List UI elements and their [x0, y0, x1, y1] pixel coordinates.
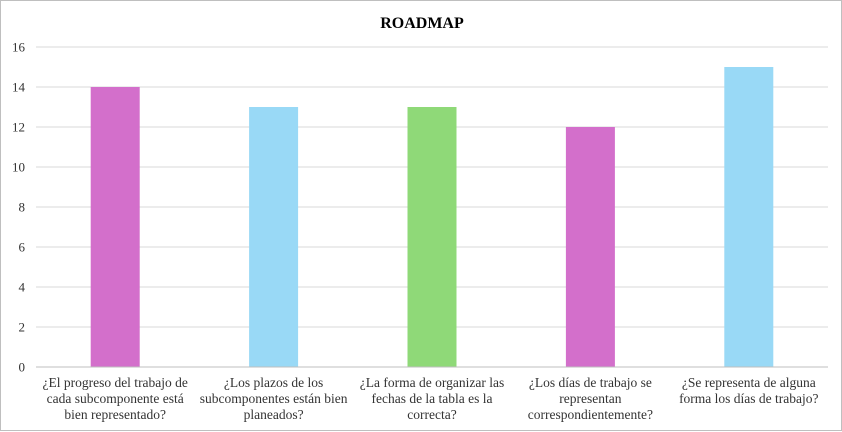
y-tick-label: 16 [12, 40, 26, 55]
bar [565, 127, 615, 367]
bar [249, 107, 299, 367]
y-tick-label: 8 [19, 200, 26, 215]
bars [90, 67, 774, 367]
y-tick-label: 0 [19, 360, 26, 375]
bar [90, 87, 140, 367]
x-category-label: ¿Los plazos de los subcomponentes están b… [200, 375, 348, 422]
bar [407, 107, 457, 367]
bar [724, 67, 774, 367]
y-tick-label: 4 [19, 280, 26, 295]
y-tick-label: 6 [19, 240, 26, 255]
chart-title: ROADMAP [380, 15, 464, 32]
y-tick-label: 10 [12, 160, 25, 175]
x-axis-categories: ¿El progreso del trabajo de cada subcompo… [42, 375, 818, 422]
y-tick-label: 12 [12, 120, 25, 135]
x-category-label: ¿Los días de trabajo se representan corres… [528, 375, 653, 422]
x-category-label: ¿La forma de organizar las fechas de la t… [360, 375, 504, 422]
y-tick-label: 2 [19, 320, 26, 335]
x-category-label: ¿El progreso del trabajo de cada subcompo… [42, 375, 187, 422]
y-tick-label: 14 [12, 80, 26, 95]
y-axis-ticks: 0 2 4 6 8 10 12 14 16 [12, 40, 26, 375]
x-category-label: ¿Se representa de alguna forma los días d… [679, 375, 818, 406]
